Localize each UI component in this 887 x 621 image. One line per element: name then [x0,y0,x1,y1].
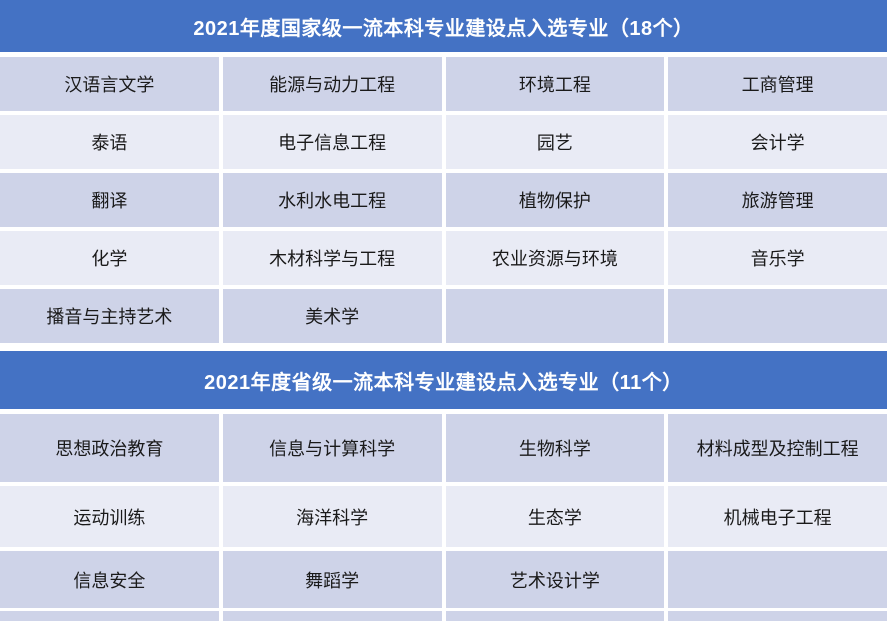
table-cell: 材料成型及控制工程 [668,414,887,482]
table-cell: 美术学 [222,289,442,343]
table-cell: 木材科学与工程 [222,231,442,285]
table-cell: 海洋科学 [222,486,442,547]
table-row: 泰语 电子信息工程 园艺 会计学 [0,115,887,169]
table-cell [668,611,887,621]
table-cell: 工商管理 [668,57,887,111]
table-cell: 舞蹈学 [222,551,442,608]
table-cell: 信息安全 [0,551,219,608]
table-cell [668,289,887,343]
table-row: 思想政治教育 信息与计算科学 生物科学 材料成型及控制工程 [0,414,887,482]
table-row: 汉语言文学 能源与动力工程 环境工程 工商管理 [0,57,887,111]
table-cell: 会计学 [668,115,887,169]
table-cell: 汉语言文学 [0,57,219,111]
table-cell: 翻译 [0,173,219,227]
table-row: 运动训练 海洋科学 生态学 机械电子工程 [0,486,887,547]
table-cell: 环境工程 [445,57,665,111]
table-row: 信息安全 舞蹈学 艺术设计学 [0,551,887,608]
table-row-partial [0,611,887,621]
table-cell: 泰语 [0,115,219,169]
table-cell [222,611,442,621]
table-cell: 生态学 [445,486,665,547]
table-row: 翻译 水利水电工程 植物保护 旅游管理 [0,173,887,227]
table-cell: 运动训练 [0,486,219,547]
table-cell: 生物科学 [445,414,665,482]
table-cell: 化学 [0,231,219,285]
table-row: 播音与主持艺术 美术学 [0,289,887,343]
table-cell: 植物保护 [445,173,665,227]
table-cell: 旅游管理 [668,173,887,227]
table-cell: 思想政治教育 [0,414,219,482]
table-cell [0,611,219,621]
table-cell: 播音与主持艺术 [0,289,219,343]
national-table-title: 2021年度国家级一流本科专业建设点入选专业（18个） [193,17,694,40]
table-cell: 机械电子工程 [668,486,887,547]
table-row: 化学 木材科学与工程 农业资源与环境 音乐学 [0,231,887,285]
table-cell: 信息与计算科学 [222,414,442,482]
table-cell: 水利水电工程 [222,173,442,227]
table-cell: 艺术设计学 [445,551,665,608]
table-cell: 音乐学 [668,231,887,285]
table-cell [445,611,665,621]
table-cell: 园艺 [445,115,665,169]
provincial-table-title: 2021年度省级一流本科专业建设点入选专业（11个） [204,371,683,394]
table-cell: 电子信息工程 [222,115,442,169]
table-cell: 能源与动力工程 [222,57,442,111]
provincial-table-section: 2021年度省级一流本科专业建设点入选专业（11个） 思想政治教育 信息与计算科… [0,351,887,621]
table-cell [445,289,665,343]
table-cell: 农业资源与环境 [445,231,665,285]
table-cell [668,551,887,608]
national-table-header-bar: 2021年度国家级一流本科专业建设点入选专业（18个） [0,0,887,52]
provincial-table-header-bar: 2021年度省级一流本科专业建设点入选专业（11个） [0,351,887,409]
national-table-section: 2021年度国家级一流本科专业建设点入选专业（18个） 汉语言文学 能源与动力工… [0,0,887,343]
